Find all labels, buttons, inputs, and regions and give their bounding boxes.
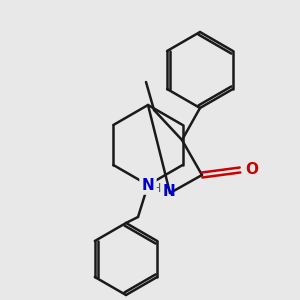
Text: H: H: [151, 182, 161, 196]
Text: N: N: [142, 178, 154, 193]
Text: N: N: [163, 184, 176, 200]
Text: O: O: [245, 163, 258, 178]
